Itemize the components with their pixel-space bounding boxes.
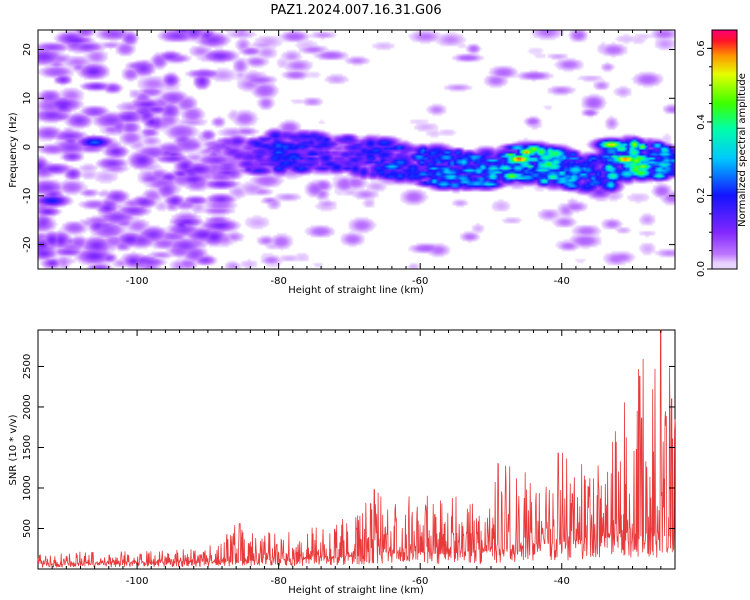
colorbar-tick-label: 0.0 xyxy=(696,261,707,277)
colorbar-ticks: 0.0 0.2 0.4 0.6 xyxy=(696,40,712,277)
heatmap-x-axis-label: Height of straight line (km) xyxy=(288,285,424,296)
x-tick-label: -40 xyxy=(554,576,570,587)
x-tick-label: -100 xyxy=(126,576,149,587)
snr-panel: -100 -80 -60 -40 500 1000 1500 2000 2500 Height … xyxy=(8,329,676,596)
colorbar-tick-label: 0.2 xyxy=(696,188,707,204)
snr-frame xyxy=(37,329,676,570)
y-tick-label: 20 xyxy=(22,43,33,56)
y-tick-label: 0 xyxy=(22,144,33,150)
y-tick-label: 2500 xyxy=(22,354,33,379)
y-tick-label: -10 xyxy=(22,188,33,204)
y-tick-label: 2000 xyxy=(22,394,33,419)
colorbar-frame xyxy=(711,29,738,270)
colorbar-tick-label: 0.6 xyxy=(696,40,707,56)
y-tick-label: 1500 xyxy=(22,435,33,460)
snr-series-line xyxy=(37,329,676,569)
heatmap-frame xyxy=(37,29,676,270)
x-tick-label: -60 xyxy=(412,576,428,587)
y-tick-label: 10 xyxy=(22,92,33,105)
snr-ticks: -100 -80 -60 -40 500 1000 1500 2000 2500 xyxy=(22,330,676,587)
colorbar: 0.0 0.2 0.4 0.6 Normalized spectral amplitu… xyxy=(696,29,748,277)
figure-title: PAZ1.2024.007.16.31.G06 xyxy=(270,3,441,18)
heatmap-y-axis-label: Frequency (Hz) xyxy=(8,112,19,188)
snr-plot-area xyxy=(37,329,676,569)
x-tick-label: -80 xyxy=(270,576,286,587)
x-tick-label: -100 xyxy=(126,276,149,287)
y-tick-label: 500 xyxy=(22,519,33,538)
colorbar-gradient xyxy=(712,30,737,269)
y-tick-label: 1000 xyxy=(22,475,33,500)
snr-y-axis-label: SNR (10 * v/v) xyxy=(8,414,19,485)
colorbar-tick-label: 0.4 xyxy=(696,114,707,130)
x-tick-label: -80 xyxy=(270,276,286,287)
heatmap-image xyxy=(38,30,675,269)
x-tick-label: -60 xyxy=(412,276,428,287)
colorbar-label: Normalized spectral amplitude xyxy=(737,73,748,227)
x-tick-label: -40 xyxy=(554,276,570,287)
snr-x-axis-label: Height of straight line (km) xyxy=(288,585,424,596)
y-tick-label: -20 xyxy=(22,236,33,252)
